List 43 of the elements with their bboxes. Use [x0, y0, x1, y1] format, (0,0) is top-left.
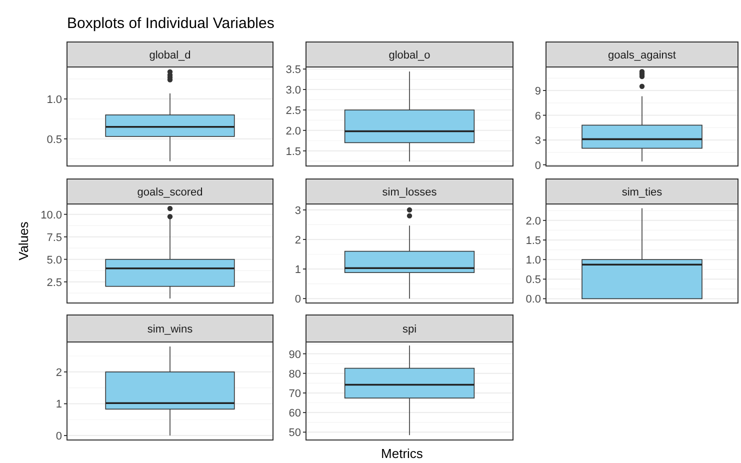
y-tick-label: 2.5 — [46, 276, 62, 289]
text: Values — [16, 221, 31, 260]
chart-title: sim_ties — [622, 186, 663, 198]
y-tick-label: 50 — [288, 427, 301, 440]
y-tick-label: 1.5 — [286, 146, 301, 158]
y-tick-label: 2 — [294, 234, 301, 246]
y-tick-label: 1.0 — [526, 254, 541, 267]
text: Boxplots of Individual Variables — [67, 15, 274, 32]
y-tick-label: 0 — [534, 160, 541, 172]
chart-title: goals_against — [608, 50, 676, 62]
y-tick-label: 10.0 — [40, 209, 62, 222]
chart-title: spi — [402, 324, 417, 336]
y-tick-label: 2.5 — [286, 104, 301, 117]
y-tick-label: 3 — [534, 135, 541, 148]
y-tick-label: 1.0 — [46, 94, 62, 106]
chart-title: global_o — [388, 50, 430, 62]
y-tick-label: 80 — [288, 368, 301, 380]
chart-title: sim_losses — [382, 186, 438, 198]
y-tick-label: 1.5 — [526, 235, 541, 247]
y-tick-label: 2 — [56, 366, 62, 379]
y-tick-label: 70 — [288, 388, 301, 400]
y-tick-label: 1 — [56, 398, 62, 411]
chart-title: goals_scored — [137, 186, 203, 198]
y-tick-label: 0.5 — [526, 274, 541, 286]
y-tick-label: 3.0 — [286, 84, 301, 96]
chart-title: sim_wins — [147, 324, 194, 336]
chart-title: global_d — [149, 50, 191, 62]
y-tick-label: 7.5 — [46, 232, 62, 244]
y-tick-label: 0 — [56, 430, 62, 443]
y-tick-label: 0.0 — [526, 294, 541, 306]
y-tick-label: 9 — [534, 86, 541, 98]
y-tick-label: 3 — [294, 204, 301, 217]
y-tick-label: 90 — [288, 348, 301, 361]
y-tick-label: 0 — [294, 294, 301, 306]
y-tick-label: 2.0 — [526, 215, 541, 228]
y-tick-label: 6 — [534, 110, 541, 122]
y-tick-label: 60 — [288, 408, 301, 420]
y-tick-label: 2.0 — [286, 125, 301, 138]
text: Metrics — [381, 446, 424, 461]
y-tick-label: 3.5 — [286, 64, 301, 76]
y-tick-label: 1 — [294, 264, 301, 276]
y-tick-label: 0.5 — [46, 134, 62, 146]
y-tick-label: 5.0 — [46, 254, 62, 266]
